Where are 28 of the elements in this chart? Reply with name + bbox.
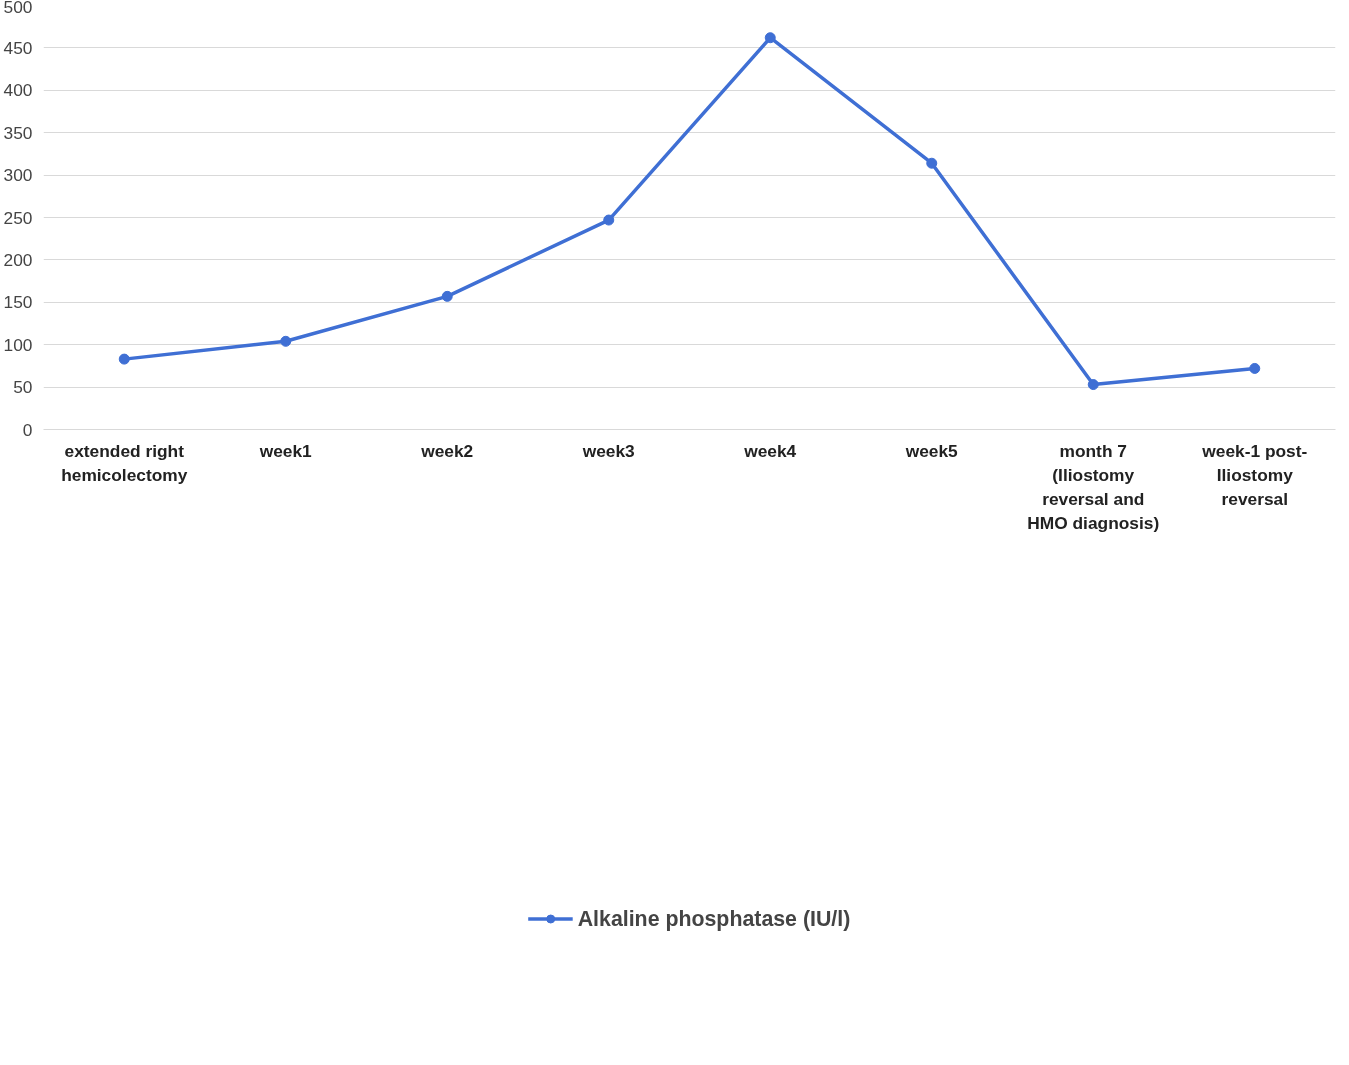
point <box>280 335 292 347</box>
x-tick-label: extended right hemicolectomy <box>61 440 188 485</box>
y-tick-label: 100 <box>3 334 33 355</box>
point <box>118 353 130 365</box>
point <box>926 157 938 169</box>
x-tick-label: month 7 (Iliostomy reversal and HMO diagnosis) <box>1027 440 1160 533</box>
y-tick-label: 0 <box>22 419 33 440</box>
y-tick-label: 350 <box>3 122 33 143</box>
y-tick-label: 50 <box>13 377 33 398</box>
y-tick-label: 300 <box>3 165 33 186</box>
point <box>764 32 776 44</box>
point <box>603 214 615 226</box>
y-tick-label: 150 <box>3 292 33 313</box>
y-tick-label: 400 <box>3 80 33 101</box>
legend-label: Alkaline phosphatase (IU/l) <box>577 906 851 932</box>
x-tick-label: week4 <box>743 440 797 461</box>
x-tick-label: week-1 post-Iliostomy reversal <box>1201 440 1308 509</box>
x-tick-label: week3 <box>581 440 636 461</box>
x-tick-label: week2 <box>420 440 474 461</box>
point <box>1249 362 1261 374</box>
y-tick-label: 250 <box>3 207 33 228</box>
x-tick-label: week5 <box>904 440 959 461</box>
point <box>1087 379 1099 391</box>
y-tick-label: 200 <box>3 249 33 270</box>
y-tick-label: 500 <box>3 0 33 17</box>
y-tick-label: 450 <box>3 37 33 58</box>
x-tick-label: week1 <box>258 440 313 461</box>
point <box>441 290 453 302</box>
